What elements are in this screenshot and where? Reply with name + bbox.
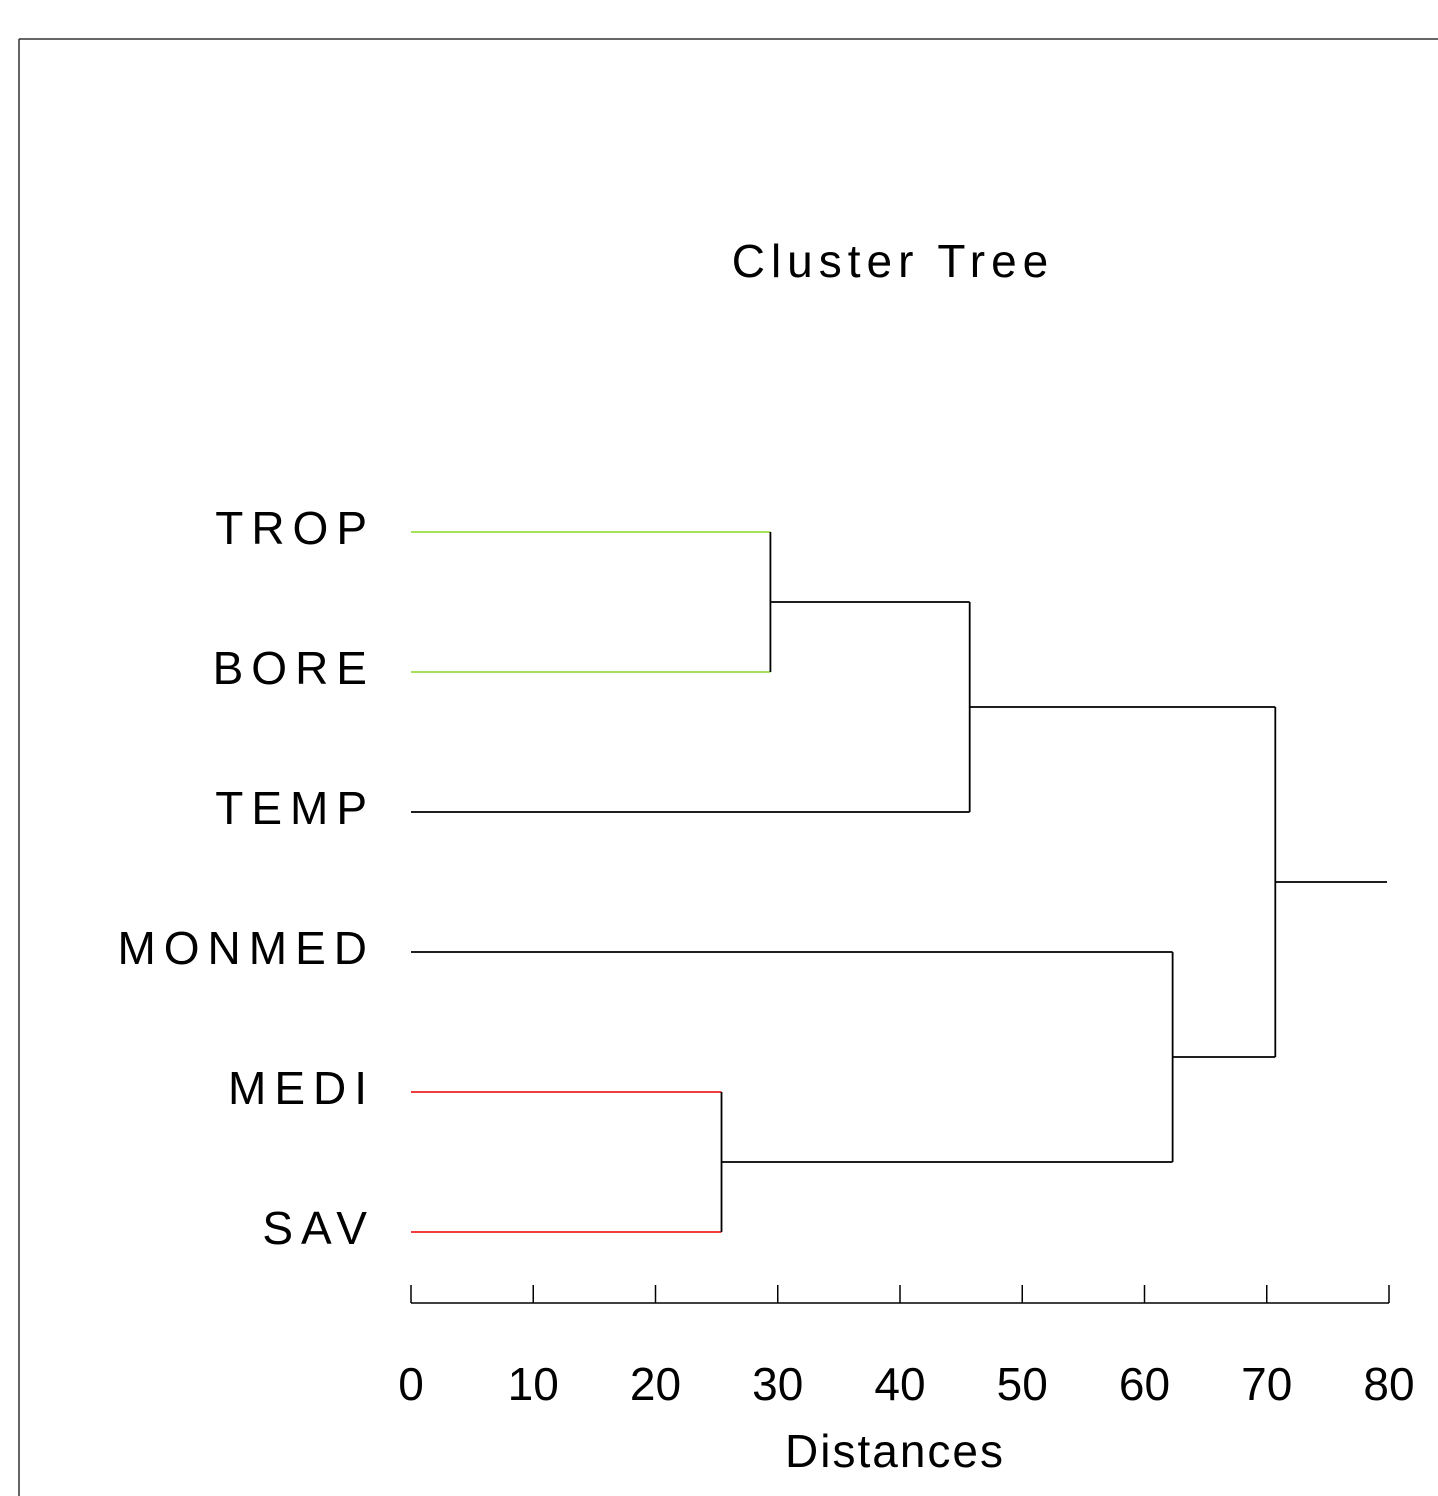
leaf-label: MEDI bbox=[228, 1062, 375, 1114]
x-tick-label: 60 bbox=[1119, 1358, 1170, 1410]
x-axis-label: Distances bbox=[785, 1425, 1005, 1477]
leaf-label: BORE bbox=[213, 642, 375, 694]
x-tick-label: 20 bbox=[630, 1358, 681, 1410]
x-tick-label: 0 bbox=[398, 1358, 424, 1410]
x-tick-label: 10 bbox=[508, 1358, 559, 1410]
x-tick-label: 50 bbox=[997, 1358, 1048, 1410]
leaf-label: TEMP bbox=[215, 782, 375, 834]
leaf-label: TROP bbox=[215, 502, 375, 554]
leaf-label: SAV bbox=[262, 1202, 375, 1254]
x-tick-label: 30 bbox=[752, 1358, 803, 1410]
leaf-label: MONMED bbox=[117, 922, 375, 974]
x-tick-label: 40 bbox=[874, 1358, 925, 1410]
x-tick-label: 80 bbox=[1363, 1358, 1414, 1410]
chart-title: Cluster Tree bbox=[732, 235, 1055, 287]
x-tick-label: 70 bbox=[1241, 1358, 1292, 1410]
